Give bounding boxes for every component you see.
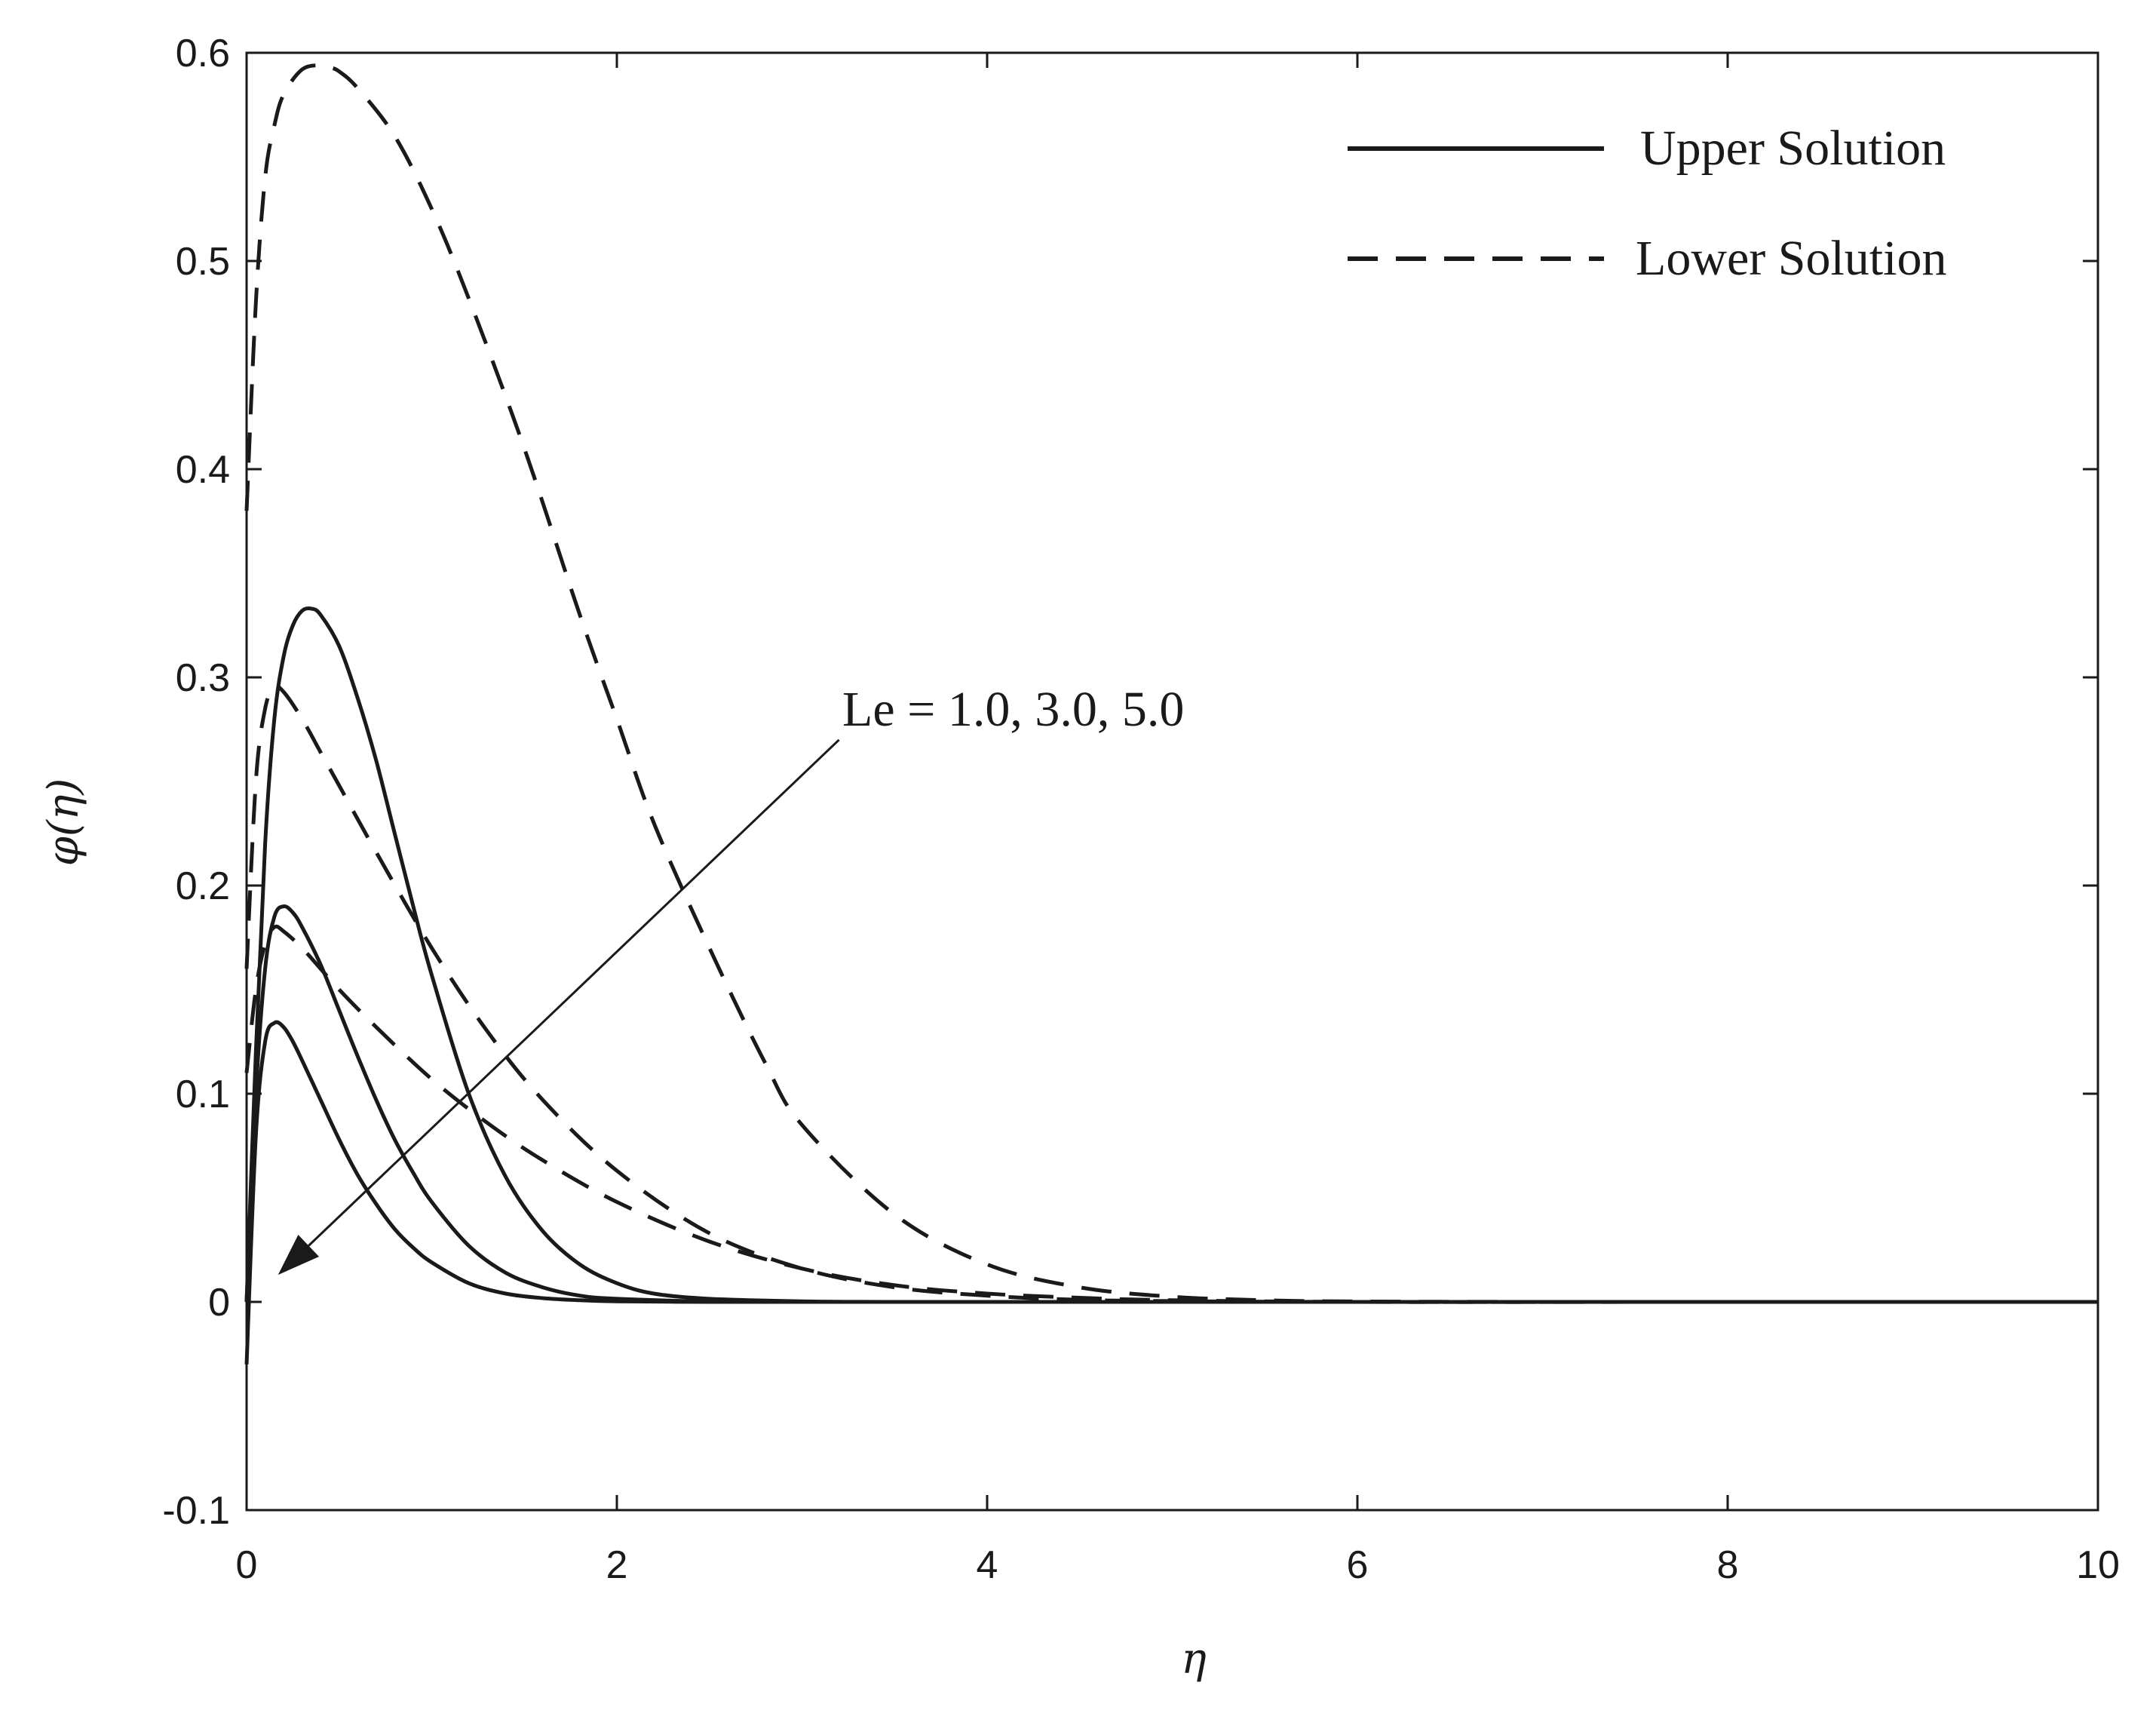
x-tick-label: 4	[977, 1543, 998, 1587]
y-tick-label: 0.5	[176, 240, 230, 284]
annotation-arrow-line	[308, 738, 840, 1247]
annotation: Le = 1.0, 3.0, 5.0	[278, 682, 1184, 1276]
x-tick-label: 0	[236, 1543, 258, 1587]
annotation-arrow-head	[278, 1235, 320, 1276]
x-tick-label: 2	[606, 1543, 628, 1587]
y-tick-label: 0.3	[176, 656, 230, 700]
axis-ticks: 0 2 4 6 8 10-0.100.10.20.30.40.50.6	[162, 32, 2120, 1587]
upper-solution-curve-2	[244, 904, 2098, 1304]
y-tick-label: -0.1	[162, 1489, 230, 1533]
plot-area	[245, 51, 2099, 1512]
y-tick-label: 0.2	[176, 864, 230, 908]
y-tick-label: 0.1	[176, 1073, 230, 1116]
annotation-label: Le = 1.0, 3.0, 5.0	[842, 682, 1184, 737]
plot-frame	[245, 51, 2099, 1512]
lower-solution-curve-1	[244, 63, 2098, 1304]
x-axis-label: η	[1181, 1635, 1207, 1684]
legend: Upper Solution Lower Solution	[1348, 121, 1946, 286]
y-axis-label: φ(η)	[39, 778, 88, 866]
lower-solution-curve-3	[244, 924, 2098, 1304]
legend-label-lower: Lower Solution	[1636, 231, 1946, 286]
x-tick-label: 10	[2076, 1543, 2120, 1587]
upper-solution-curve-3	[244, 1020, 2098, 1365]
y-tick-label: 0.6	[176, 32, 230, 75]
y-tick-label: 0	[208, 1281, 230, 1325]
curves	[244, 63, 2098, 1365]
y-tick-label: 0.4	[176, 448, 230, 492]
x-tick-label: 6	[1347, 1543, 1369, 1587]
x-tick-label: 8	[1717, 1543, 1739, 1587]
legend-label-upper: Upper Solution	[1640, 121, 1946, 176]
lower-solution-curve-2	[244, 684, 2098, 1304]
